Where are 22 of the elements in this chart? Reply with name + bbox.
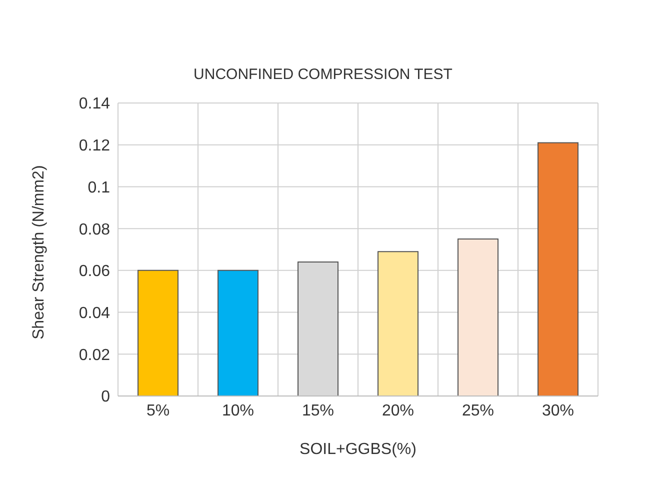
y-tick-label: 0.08 [78, 221, 110, 238]
x-tick-label: 25% [462, 402, 494, 420]
y-tick-label: 0.04 [78, 304, 110, 322]
chart-title: UNCONFINED COMPRESSION TEST [192, 66, 454, 83]
x-tick-label: 15% [302, 402, 334, 420]
y-tick-label: 0.02 [78, 346, 110, 364]
x-tick-label: 5% [146, 402, 170, 420]
y-tick-label: 0.06 [78, 263, 110, 280]
bar [458, 238, 498, 396]
y-axis-title: Shear Strength (N/mm2) [30, 165, 48, 340]
x-axis-title: SOIL+GGBS(%) [300, 441, 416, 458]
y-tick-label: 0.1 [88, 179, 110, 196]
bar [378, 251, 418, 396]
x-tick-label: 20% [382, 402, 414, 420]
bar [538, 142, 578, 396]
y-tick-label: 0 [101, 388, 110, 406]
x-tick-label: 30% [542, 402, 574, 420]
x-tick-label: 10% [222, 402, 254, 420]
bar [138, 270, 178, 396]
bar [218, 270, 258, 396]
y-tick-label: 0.14 [78, 96, 110, 113]
y-tick-label: 0.12 [78, 138, 110, 155]
